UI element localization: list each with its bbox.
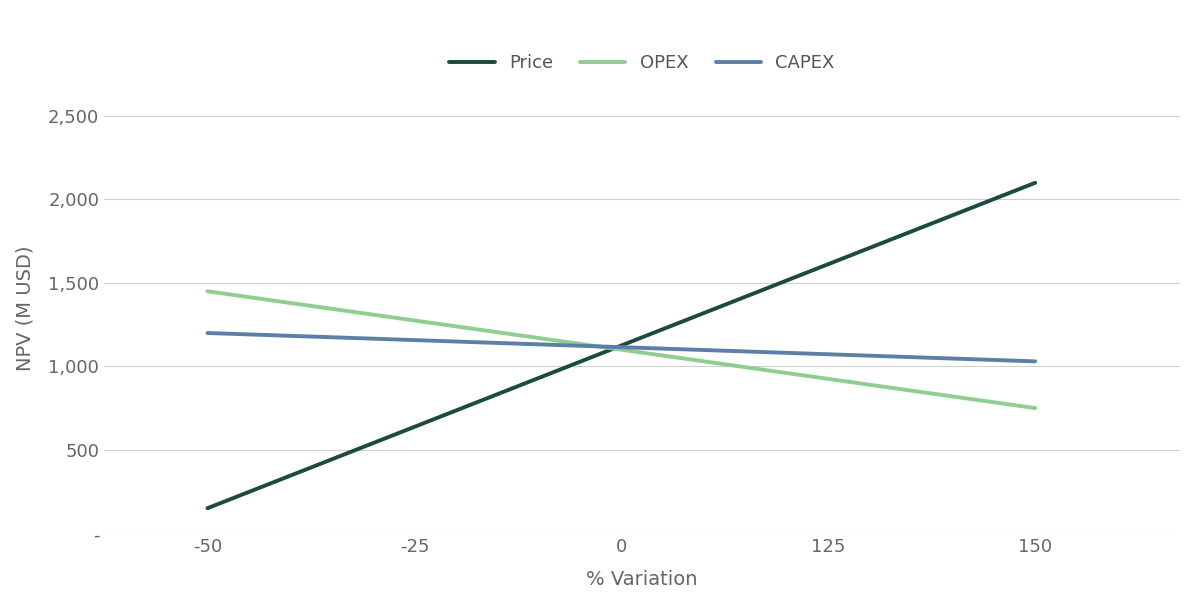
OPEX bbox=[1028, 405, 1042, 412]
Line: Price: Price bbox=[208, 183, 1035, 508]
Y-axis label: NPV (M USD): NPV (M USD) bbox=[16, 245, 33, 371]
Line: CAPEX: CAPEX bbox=[208, 333, 1035, 361]
Price bbox=[201, 504, 215, 512]
Legend: Price, OPEX, CAPEX: Price, OPEX, CAPEX bbox=[442, 47, 841, 79]
CAPEX bbox=[201, 329, 215, 336]
OPEX bbox=[201, 288, 215, 295]
Line: OPEX: OPEX bbox=[208, 291, 1035, 408]
CAPEX bbox=[1028, 358, 1042, 365]
Price bbox=[1028, 179, 1042, 187]
X-axis label: % Variation: % Variation bbox=[587, 570, 698, 589]
